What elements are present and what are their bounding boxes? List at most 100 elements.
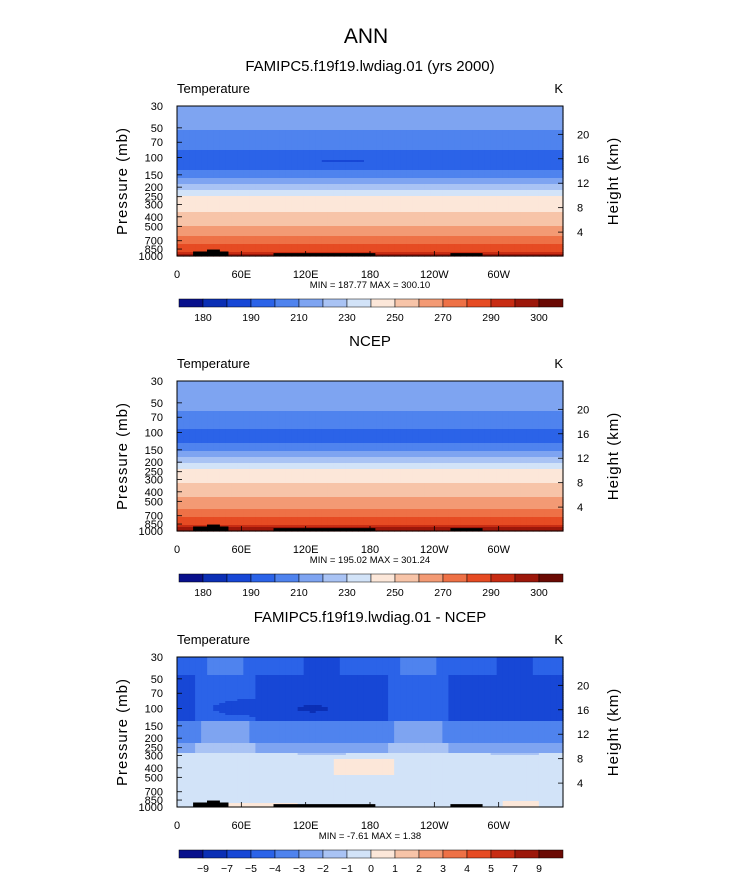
field-cell xyxy=(544,128,552,131)
field-cell xyxy=(526,154,534,157)
field-cell xyxy=(177,194,184,197)
field-cell xyxy=(466,170,474,173)
field-cell xyxy=(388,154,395,157)
field-cell xyxy=(502,214,510,217)
field-cell xyxy=(448,218,456,221)
field-cell xyxy=(460,184,468,187)
field-cell xyxy=(267,154,275,157)
field-cell xyxy=(526,138,534,141)
field-cell xyxy=(526,198,534,201)
field-cell xyxy=(502,120,510,123)
field-cell xyxy=(436,196,443,199)
field-cell xyxy=(520,130,528,133)
field-cell xyxy=(285,110,293,113)
field-cell xyxy=(514,162,522,165)
field-cell xyxy=(388,140,395,143)
field-cell xyxy=(309,218,317,221)
field-cell xyxy=(309,144,317,147)
field-cell xyxy=(514,234,522,237)
field-cell xyxy=(532,230,540,233)
field-cell xyxy=(544,118,552,121)
field-cell xyxy=(207,158,214,161)
field-cell xyxy=(388,138,395,141)
field-cell xyxy=(538,122,546,125)
field-cell xyxy=(496,222,504,225)
height-tick-label: 8 xyxy=(577,203,583,215)
field-cell xyxy=(490,208,498,211)
field-cell xyxy=(388,234,395,237)
field-cell xyxy=(357,174,365,177)
field-cell xyxy=(279,210,287,213)
field-cell xyxy=(496,194,504,197)
field-cell xyxy=(297,138,305,141)
field-cell xyxy=(249,178,257,181)
field-cell xyxy=(448,152,456,155)
field-cell xyxy=(430,252,437,255)
field-cell xyxy=(502,254,510,257)
field-cell xyxy=(448,208,456,211)
field-cell xyxy=(448,194,456,197)
field-cell xyxy=(394,152,401,155)
field-cell xyxy=(285,182,293,185)
field-cell xyxy=(376,146,383,149)
field-cell xyxy=(327,208,335,211)
field-cell xyxy=(321,202,329,205)
colorbar-label: 250 xyxy=(386,312,404,324)
field-cell xyxy=(177,190,184,193)
field-cell xyxy=(532,246,540,249)
field-cell xyxy=(285,138,293,141)
field-cell xyxy=(297,222,305,225)
field-cell xyxy=(454,116,462,119)
field-cell xyxy=(466,136,474,139)
field-cell xyxy=(406,216,413,219)
field-cell xyxy=(255,188,263,191)
field-cell xyxy=(436,190,443,193)
field-cell xyxy=(472,238,480,241)
field-cell xyxy=(526,156,534,159)
field-cell xyxy=(424,178,431,181)
field-cell xyxy=(213,226,220,229)
field-cell xyxy=(333,148,341,151)
field-cell xyxy=(333,182,341,185)
field-cell xyxy=(490,210,498,213)
height-tick-label: 4 xyxy=(577,227,583,239)
field-cell xyxy=(370,150,377,153)
field-cell xyxy=(189,162,196,165)
field-cell xyxy=(249,138,257,141)
field-cell xyxy=(538,166,546,169)
field-cell xyxy=(394,212,401,215)
field-cell xyxy=(532,178,540,181)
field-cell xyxy=(255,210,263,213)
field-cell xyxy=(508,164,516,167)
field-cell xyxy=(478,248,486,251)
field-cell xyxy=(520,228,528,231)
field-cell xyxy=(496,106,504,109)
field-cell xyxy=(376,208,383,211)
field-cell xyxy=(231,142,238,145)
field-cell xyxy=(484,252,492,255)
field-cell xyxy=(201,180,208,183)
field-cell xyxy=(418,198,425,201)
field-cell xyxy=(237,182,244,185)
field-cell xyxy=(496,170,504,173)
field-cell xyxy=(466,154,474,157)
field-cell xyxy=(394,166,401,169)
field-cell xyxy=(502,240,510,243)
field-cell xyxy=(261,108,269,111)
field-cell xyxy=(478,204,486,207)
field-cell xyxy=(406,188,413,191)
field-cell xyxy=(315,190,323,193)
field-cell xyxy=(466,158,474,161)
field-cell xyxy=(496,124,504,127)
field-cell xyxy=(394,178,401,181)
field-cell xyxy=(394,240,401,243)
field-cell xyxy=(544,194,552,197)
field-cell xyxy=(195,224,202,227)
field-cell xyxy=(376,216,383,219)
field-cell xyxy=(454,142,462,145)
field-cell xyxy=(279,134,287,137)
field-cell xyxy=(424,202,431,205)
field-cell xyxy=(490,162,498,165)
field-cell xyxy=(466,140,474,143)
field-cell xyxy=(556,381,564,384)
